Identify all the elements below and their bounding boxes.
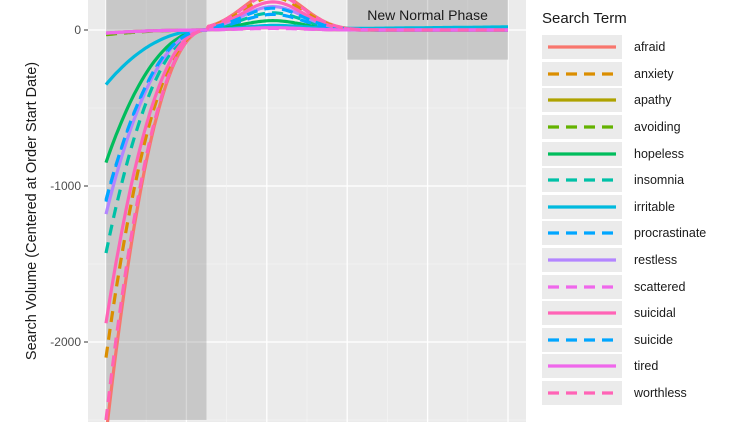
legend-key: [542, 35, 622, 60]
legend-item-insomnia: insomnia: [542, 167, 728, 194]
legend-key-swatch: [548, 152, 616, 156]
legend-item-anxiety: anxiety: [542, 61, 728, 88]
legend-key-swatch: [548, 45, 616, 49]
legend-key-swatch: [548, 125, 616, 129]
y-tick-label: -1000: [50, 179, 81, 193]
legend-label: suicide: [634, 332, 673, 347]
legend-key-swatch: [548, 338, 616, 342]
line-chart: New Normal Phase 0 -1000 -2000 Search Volum…: [24, 0, 526, 422]
legend-label: worthless: [634, 386, 687, 401]
legend-label: tired: [634, 359, 659, 374]
legend-item-hopeless: hopeless: [542, 140, 728, 167]
legend-item-suicide: suicide: [542, 327, 728, 354]
legend-item-apathy: apathy: [542, 87, 728, 114]
legend-label: irritable: [634, 199, 675, 214]
legend-key: [542, 61, 622, 86]
legend-title: Search Term: [542, 10, 627, 27]
legend-label: avoiding: [634, 120, 681, 135]
region-label: New Normal Phase: [367, 7, 488, 23]
legend: Search Term afraid anxiety apathy avoiding h…: [542, 8, 728, 406]
legend-key-swatch: [548, 205, 616, 209]
y-tick-label: -2000: [50, 335, 81, 349]
legend-label: suicidal: [634, 306, 676, 321]
legend-key: [542, 248, 622, 273]
legend-key: [542, 354, 622, 379]
legend-key-swatch: [548, 285, 616, 289]
legend-label: insomnia: [634, 173, 685, 188]
legend-key: [542, 194, 622, 219]
y-axis-title: Search Volume (Centered at Order Start D…: [24, 62, 40, 360]
legend-label: scattered: [634, 279, 686, 294]
shaded-region: [106, 0, 207, 420]
legend-label: restless: [634, 253, 678, 268]
legend-label: apathy: [634, 93, 672, 108]
legend-key: [542, 221, 622, 246]
legend-item-avoiding: avoiding: [542, 114, 728, 141]
legend-key: [542, 115, 622, 140]
legend-key-swatch: [548, 178, 616, 182]
y-tick-label: 0: [74, 23, 81, 37]
legend-label: hopeless: [634, 146, 685, 161]
legend-label: afraid: [634, 40, 666, 55]
legend-key-swatch: [548, 72, 616, 76]
legend-key: [542, 88, 622, 113]
legend-key-swatch: [548, 311, 616, 315]
legend-item-suicidal: suicidal: [542, 300, 728, 327]
legend-item-irritable: irritable: [542, 194, 728, 221]
legend-item-worthless: worthless: [542, 380, 728, 407]
legend-item-tired: tired: [542, 353, 728, 380]
legend-key: [542, 168, 622, 193]
series-line-worthless: [104, 0, 508, 421]
legend-item-restless: restless: [542, 247, 728, 274]
legend-key-swatch: [548, 98, 616, 103]
legend-key-swatch: [548, 258, 616, 262]
legend-label: anxiety: [634, 66, 674, 81]
legend-label: procrastinate: [634, 226, 707, 241]
legend-key: [542, 381, 622, 406]
legend-key-swatch: [548, 364, 616, 369]
legend-key-swatch: [548, 231, 616, 236]
legend-item-afraid: afraid: [542, 34, 728, 61]
legend-key: [542, 301, 622, 326]
legend-item-procrastinate: procrastinate: [542, 220, 728, 247]
legend-key: [542, 141, 622, 166]
series-line-irritable: [104, 23, 508, 86]
legend-key: [542, 327, 622, 352]
legend-item-scattered: scattered: [542, 273, 728, 300]
legend-key: [542, 274, 622, 299]
legend-key-swatch: [548, 391, 616, 395]
